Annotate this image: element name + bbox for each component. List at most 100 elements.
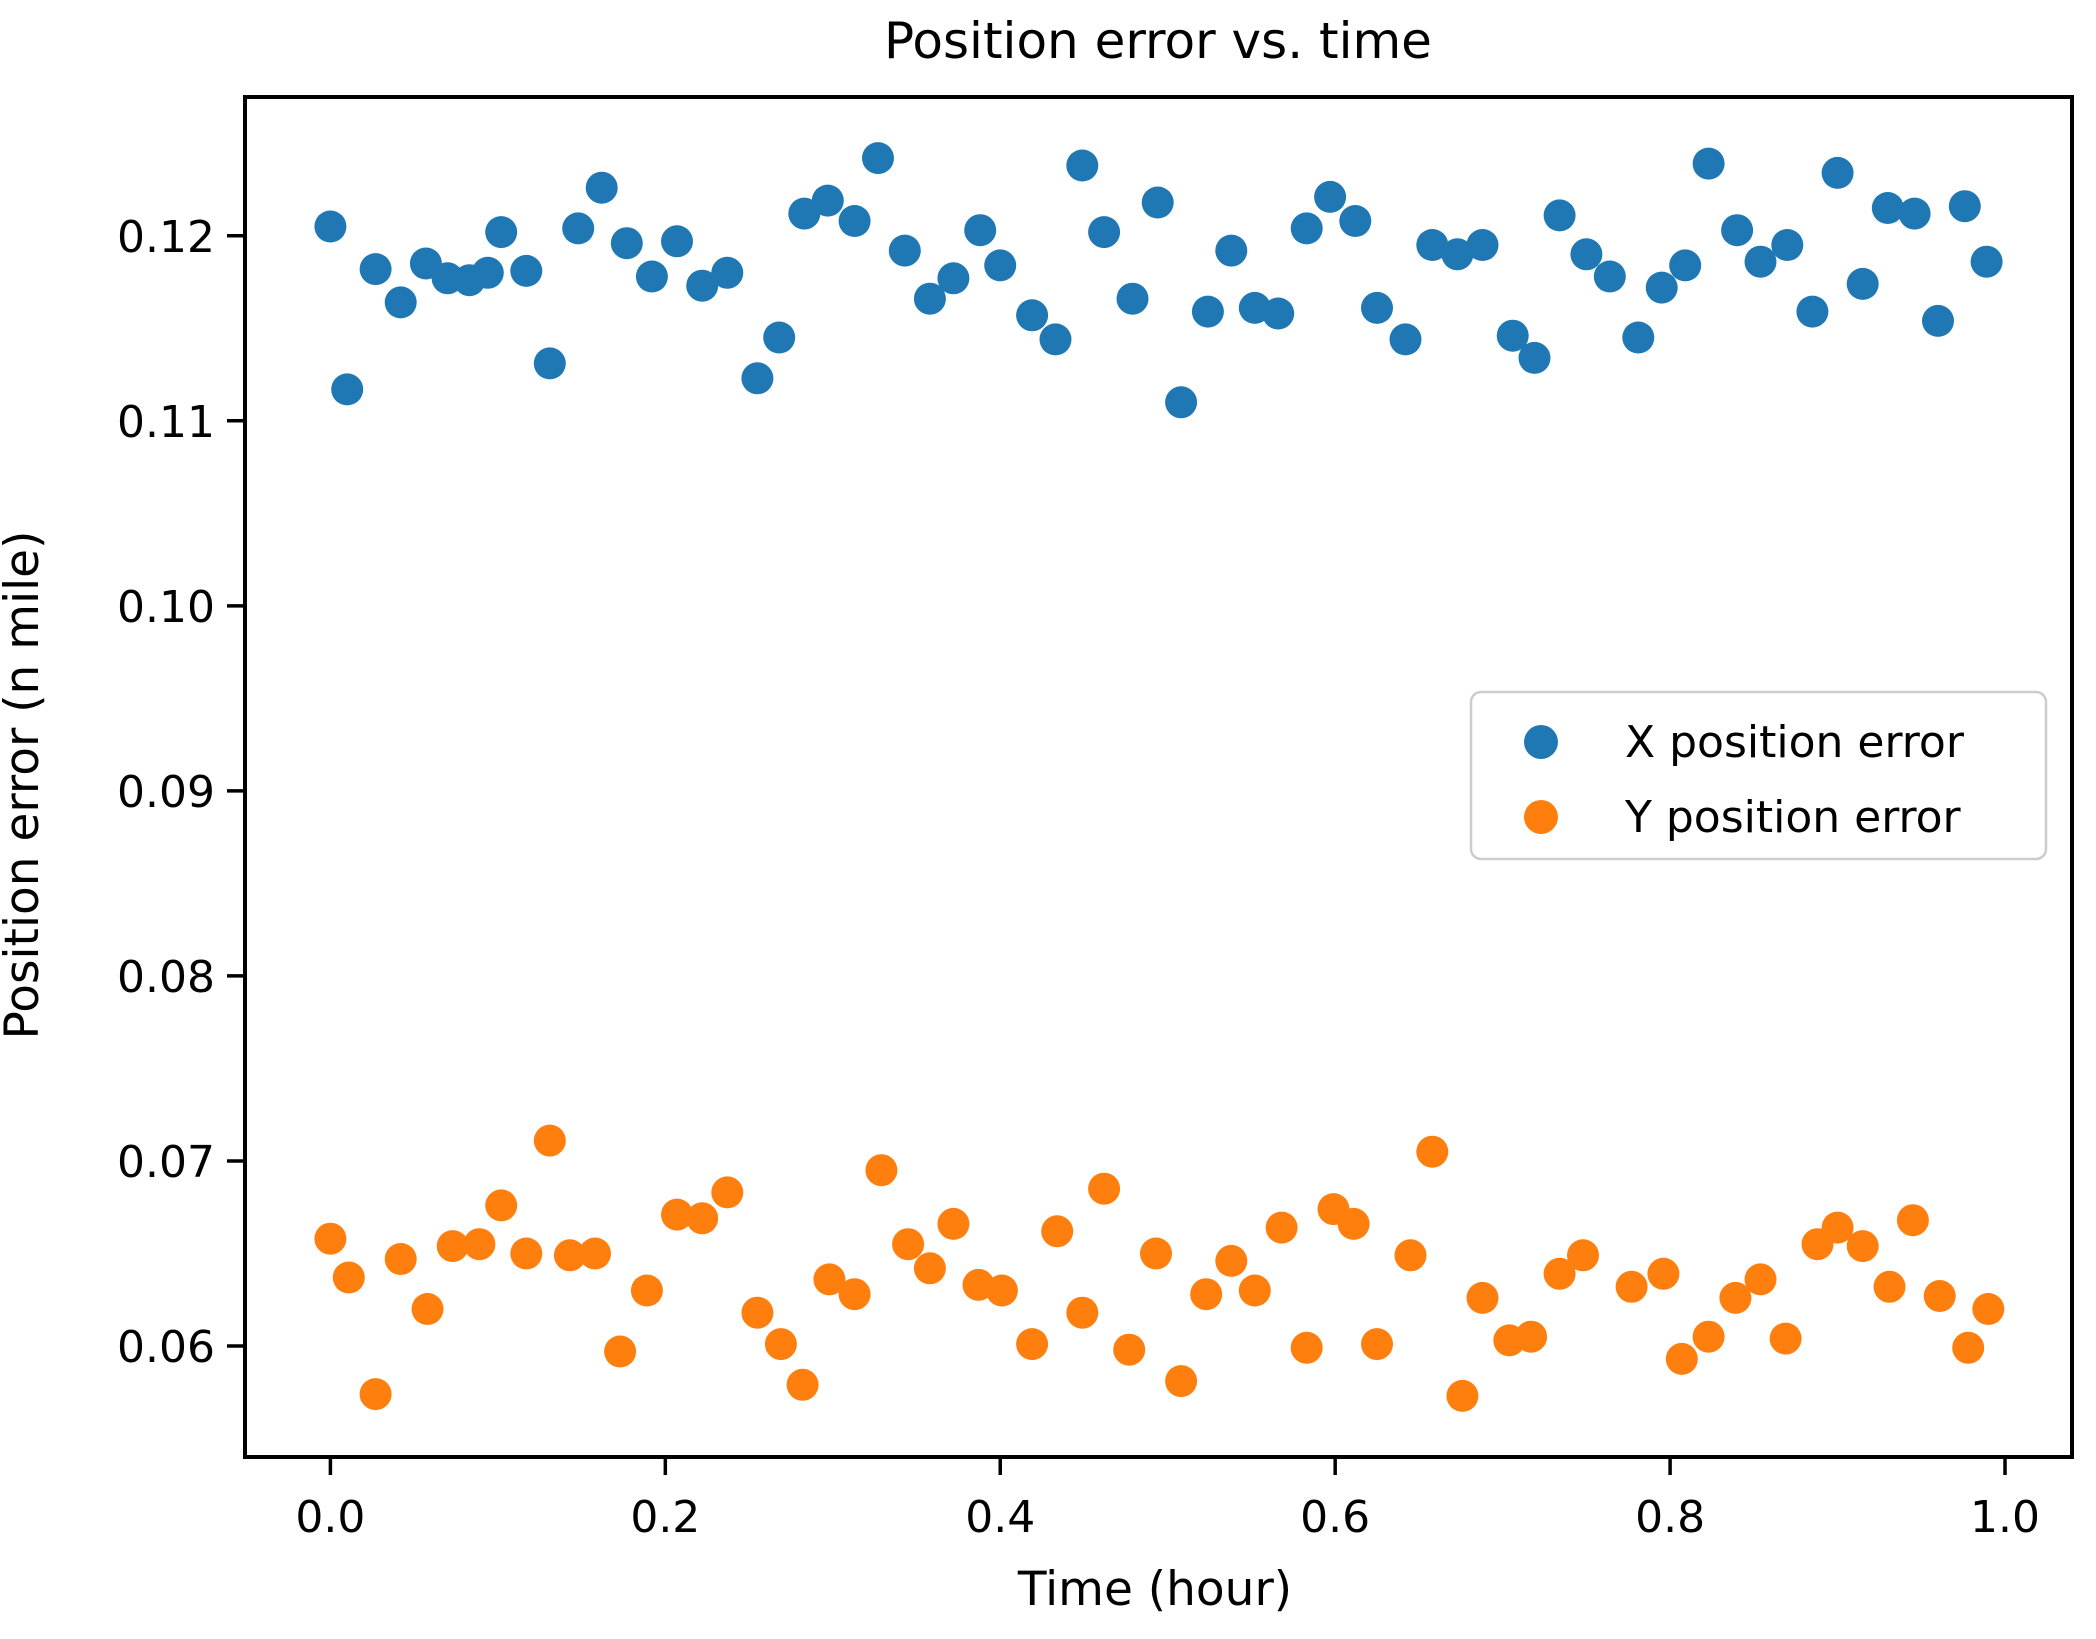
x-tick-label: 0.8 xyxy=(1635,1492,1705,1543)
data-point xyxy=(1622,321,1655,354)
data-point xyxy=(1265,1211,1298,1244)
y-tick-label: 0.07 xyxy=(117,1137,215,1188)
data-point xyxy=(579,1237,611,1270)
y-tick-label: 0.12 xyxy=(117,212,215,263)
data-point xyxy=(1416,229,1449,261)
data-point xyxy=(838,205,871,237)
data-point xyxy=(1389,323,1422,356)
data-point xyxy=(1796,295,1829,328)
data-point xyxy=(314,1222,347,1255)
data-point xyxy=(937,262,970,295)
x-tick-label: 0.2 xyxy=(630,1492,700,1543)
data-point xyxy=(1088,216,1121,249)
legend: X position error Y position error xyxy=(1469,690,2048,861)
data-point xyxy=(1821,156,1854,189)
y-tick-label: 0.06 xyxy=(117,1322,215,1373)
data-point xyxy=(1518,341,1551,374)
scatter-points-layer xyxy=(314,142,2005,1412)
data-point xyxy=(485,1189,518,1222)
data-point xyxy=(1113,1333,1146,1366)
data-point xyxy=(741,1296,774,1329)
data-point xyxy=(763,321,796,354)
data-point xyxy=(1970,245,2003,278)
legend-box xyxy=(1469,690,2048,861)
series-y-position-error xyxy=(314,1124,2005,1412)
data-point xyxy=(1692,147,1725,180)
data-point xyxy=(1394,1239,1427,1272)
data-point xyxy=(1948,190,1981,223)
data-point xyxy=(1361,1328,1393,1361)
data-point xyxy=(1141,186,1174,219)
data-point xyxy=(1721,214,1754,247)
data-point xyxy=(1570,238,1603,271)
axes-spines xyxy=(243,95,2074,1459)
data-point xyxy=(1016,1328,1049,1361)
data-point xyxy=(1140,1237,1172,1270)
data-point xyxy=(314,210,347,243)
data-point xyxy=(711,1176,744,1209)
data-point xyxy=(686,1202,719,1235)
data-point xyxy=(1567,1239,1599,1272)
data-point xyxy=(1190,1278,1223,1311)
data-point xyxy=(1088,1172,1121,1205)
data-point xyxy=(510,1237,543,1270)
data-point xyxy=(1165,386,1198,419)
data-point xyxy=(1896,1204,1929,1237)
data-point xyxy=(686,269,719,302)
data-point xyxy=(1041,1215,1074,1248)
data-point xyxy=(1769,1322,1802,1355)
data-point xyxy=(1669,249,1702,282)
data-point xyxy=(1337,1207,1370,1240)
data-point xyxy=(1314,180,1347,213)
data-point xyxy=(764,1328,797,1361)
chart-title: Position error vs. time xyxy=(884,12,1432,70)
data-point xyxy=(411,1293,444,1325)
data-point xyxy=(913,1252,946,1285)
data-point xyxy=(1647,1257,1680,1290)
data-point xyxy=(384,1243,417,1275)
data-point xyxy=(862,142,894,175)
data-point xyxy=(1416,1135,1449,1168)
data-point xyxy=(1846,1230,1879,1263)
data-point xyxy=(1645,271,1678,304)
series-x-position-error xyxy=(314,142,2003,419)
data-point xyxy=(585,171,618,204)
data-point xyxy=(1039,323,1072,356)
data-point xyxy=(811,184,844,217)
y-axis-label: Position error (n mile) xyxy=(0,531,50,1040)
data-point xyxy=(1215,1244,1248,1277)
data-point xyxy=(892,1228,925,1261)
legend-marker-y-position-error xyxy=(1524,800,1558,834)
data-point xyxy=(1593,260,1626,293)
legend-label: Y position error xyxy=(1624,792,1962,843)
data-point xyxy=(359,253,392,286)
data-point xyxy=(786,1368,819,1401)
data-point xyxy=(838,1278,871,1311)
data-point xyxy=(384,286,417,319)
data-point xyxy=(1496,319,1529,352)
data-point xyxy=(1744,245,1777,278)
data-point xyxy=(937,1207,970,1240)
data-point xyxy=(788,197,821,230)
data-point xyxy=(1290,1331,1323,1364)
y-tick-label: 0.08 xyxy=(117,952,215,1003)
data-point xyxy=(1262,297,1295,330)
data-point xyxy=(510,254,543,287)
data-point xyxy=(888,234,921,267)
data-point xyxy=(661,225,693,258)
data-point xyxy=(471,256,504,289)
data-point xyxy=(661,1198,693,1231)
data-point xyxy=(436,1230,469,1263)
data-point xyxy=(985,1274,1018,1307)
data-point xyxy=(984,249,1017,282)
y-tick-label: 0.11 xyxy=(117,397,215,448)
x-axis-label: Time (hour) xyxy=(1017,1562,1292,1617)
data-point xyxy=(1441,238,1474,271)
data-point xyxy=(610,227,643,260)
y-tick-label: 0.10 xyxy=(117,582,215,633)
data-point xyxy=(1771,229,1804,261)
data-point xyxy=(1215,234,1248,267)
data-point xyxy=(463,1228,496,1261)
data-point xyxy=(1446,1379,1479,1412)
